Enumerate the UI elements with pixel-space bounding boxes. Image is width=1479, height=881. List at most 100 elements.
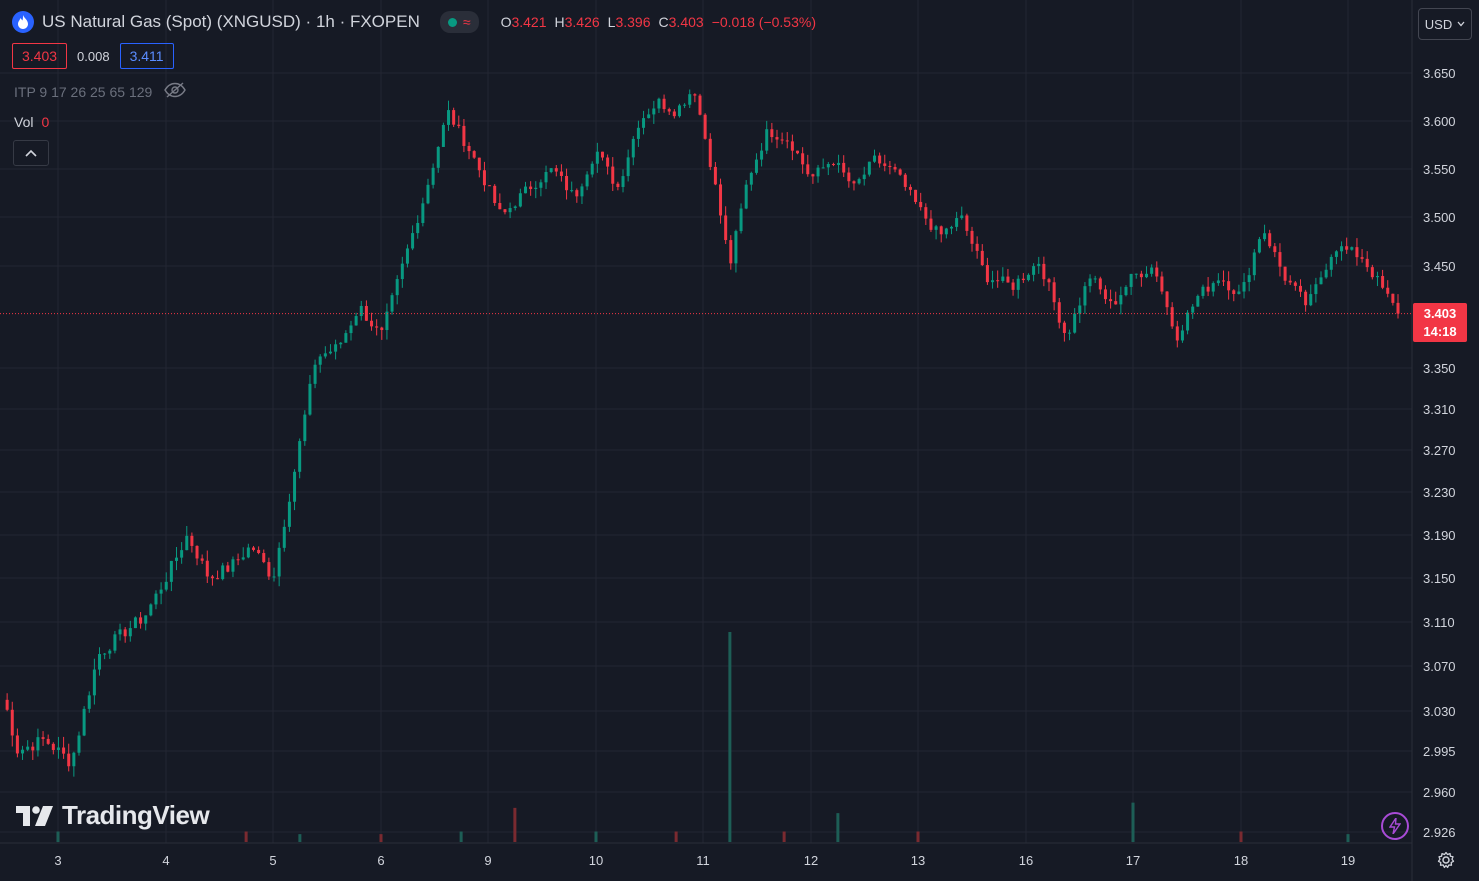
indicator-legend[interactable]: ITP 9 17 26 25 65 129 bbox=[14, 82, 187, 101]
candle-body[interactable] bbox=[334, 344, 338, 352]
candle-body[interactable] bbox=[1129, 273, 1133, 287]
candle-body[interactable] bbox=[154, 593, 158, 605]
candle-body[interactable] bbox=[908, 186, 912, 190]
candle-body[interactable] bbox=[934, 226, 938, 230]
candle-body[interactable] bbox=[621, 176, 625, 187]
sell-button[interactable]: 3.403 bbox=[12, 43, 68, 69]
candle-body[interactable] bbox=[939, 226, 943, 235]
candle-body[interactable] bbox=[883, 163, 887, 166]
candle-body[interactable] bbox=[1227, 281, 1231, 291]
volume-legend[interactable]: Vol 0 bbox=[14, 114, 49, 130]
candle-body[interactable] bbox=[385, 311, 389, 331]
time-axis[interactable]: 3 4 5 6 9 10 11 12 13 16 17 18 19 bbox=[54, 853, 1355, 868]
candle-body[interactable] bbox=[719, 184, 723, 216]
candle-body[interactable] bbox=[970, 230, 974, 244]
candle-body[interactable] bbox=[98, 654, 102, 670]
candle-body[interactable] bbox=[1083, 286, 1087, 306]
candle-body[interactable] bbox=[1093, 278, 1097, 280]
candle-body[interactable] bbox=[1150, 267, 1154, 274]
candle-body[interactable] bbox=[328, 351, 332, 354]
candle-body[interactable] bbox=[760, 150, 764, 160]
candle-body[interactable] bbox=[667, 109, 671, 112]
candle-body[interactable] bbox=[1165, 291, 1169, 308]
candle-body[interactable] bbox=[1391, 293, 1395, 303]
candle-body[interactable] bbox=[790, 141, 794, 151]
candle-body[interactable] bbox=[1206, 286, 1210, 292]
candle-body[interactable] bbox=[82, 708, 86, 736]
candle-body[interactable] bbox=[159, 589, 163, 594]
candle-body[interactable] bbox=[1222, 280, 1225, 282]
candle-body[interactable] bbox=[452, 110, 456, 125]
candle-body[interactable] bbox=[1109, 299, 1113, 302]
candle-body[interactable] bbox=[1278, 252, 1282, 267]
candle-body[interactable] bbox=[87, 695, 91, 709]
candle-body[interactable] bbox=[811, 174, 815, 177]
candle-body[interactable] bbox=[1114, 301, 1118, 305]
candle-body[interactable] bbox=[837, 162, 841, 166]
candle-body[interactable] bbox=[1340, 246, 1344, 252]
candle-body[interactable] bbox=[411, 233, 415, 249]
candle-body[interactable] bbox=[1355, 247, 1359, 258]
candle-body[interactable] bbox=[898, 169, 902, 175]
candle-body[interactable] bbox=[975, 243, 979, 251]
candle-body[interactable] bbox=[575, 190, 579, 197]
candle-body[interactable] bbox=[257, 549, 261, 554]
candle-body[interactable] bbox=[472, 151, 476, 158]
candle-body[interactable] bbox=[216, 578, 220, 580]
candle-body[interactable] bbox=[785, 140, 789, 142]
candle-body[interactable] bbox=[113, 634, 117, 651]
candle-body[interactable] bbox=[400, 263, 404, 280]
candle-body[interactable] bbox=[1191, 306, 1195, 313]
candle-body[interactable] bbox=[559, 171, 563, 176]
candle-body[interactable] bbox=[251, 547, 255, 550]
candle-body[interactable] bbox=[200, 558, 204, 561]
candle-body[interactable] bbox=[431, 167, 435, 185]
collapse-legend-button[interactable] bbox=[13, 140, 49, 166]
candle-body[interactable] bbox=[149, 604, 153, 616]
candle-body[interactable] bbox=[303, 414, 307, 442]
candle-body[interactable] bbox=[231, 559, 235, 572]
currency-select[interactable]: USD bbox=[1418, 8, 1472, 40]
candle-body[interactable] bbox=[1396, 302, 1400, 314]
candle-body[interactable] bbox=[534, 187, 538, 190]
candle-body[interactable] bbox=[1293, 282, 1297, 286]
candle-body[interactable] bbox=[539, 182, 543, 188]
candle-body[interactable] bbox=[1175, 326, 1179, 341]
candle-body[interactable] bbox=[15, 735, 19, 754]
candle-body[interactable] bbox=[36, 737, 40, 751]
candle-body[interactable] bbox=[1021, 278, 1025, 281]
candle-body[interactable] bbox=[1309, 294, 1313, 306]
candle-body[interactable] bbox=[698, 95, 702, 115]
candle-body[interactable] bbox=[1026, 274, 1030, 281]
candle-body[interactable] bbox=[477, 157, 481, 171]
candle-body[interactable] bbox=[867, 161, 871, 175]
candle-body[interactable] bbox=[1350, 247, 1354, 250]
candle-body[interactable] bbox=[498, 203, 502, 210]
buy-button[interactable]: 3.411 bbox=[119, 43, 174, 69]
candle-body[interactable] bbox=[1201, 286, 1205, 296]
candle-body[interactable] bbox=[1263, 233, 1267, 240]
candle-body[interactable] bbox=[1304, 291, 1308, 306]
candle-body[interactable] bbox=[1288, 280, 1292, 283]
candle-body[interactable] bbox=[1216, 280, 1220, 284]
candle-body[interactable] bbox=[1088, 278, 1092, 287]
candle-body[interactable] bbox=[1257, 239, 1261, 253]
candle-body[interactable] bbox=[508, 208, 512, 213]
eye-hidden-icon[interactable] bbox=[164, 82, 187, 101]
candle-body[interactable] bbox=[636, 127, 640, 139]
candle-body[interactable] bbox=[405, 248, 409, 264]
candle-body[interactable] bbox=[919, 201, 923, 208]
candle-body[interactable] bbox=[991, 280, 995, 283]
candle-body[interactable] bbox=[1098, 278, 1102, 290]
candle-body[interactable] bbox=[144, 615, 148, 624]
candle-body[interactable] bbox=[801, 153, 805, 165]
candle-body[interactable] bbox=[421, 203, 425, 223]
candle-body[interactable] bbox=[852, 181, 856, 184]
candle-body[interactable] bbox=[513, 206, 517, 209]
candle-body[interactable] bbox=[929, 218, 933, 230]
candle-body[interactable] bbox=[1329, 256, 1333, 270]
candle-body[interactable] bbox=[518, 193, 522, 207]
candle-body[interactable] bbox=[462, 125, 466, 146]
candle-body[interactable] bbox=[1298, 285, 1302, 292]
candle-body[interactable] bbox=[277, 547, 281, 577]
